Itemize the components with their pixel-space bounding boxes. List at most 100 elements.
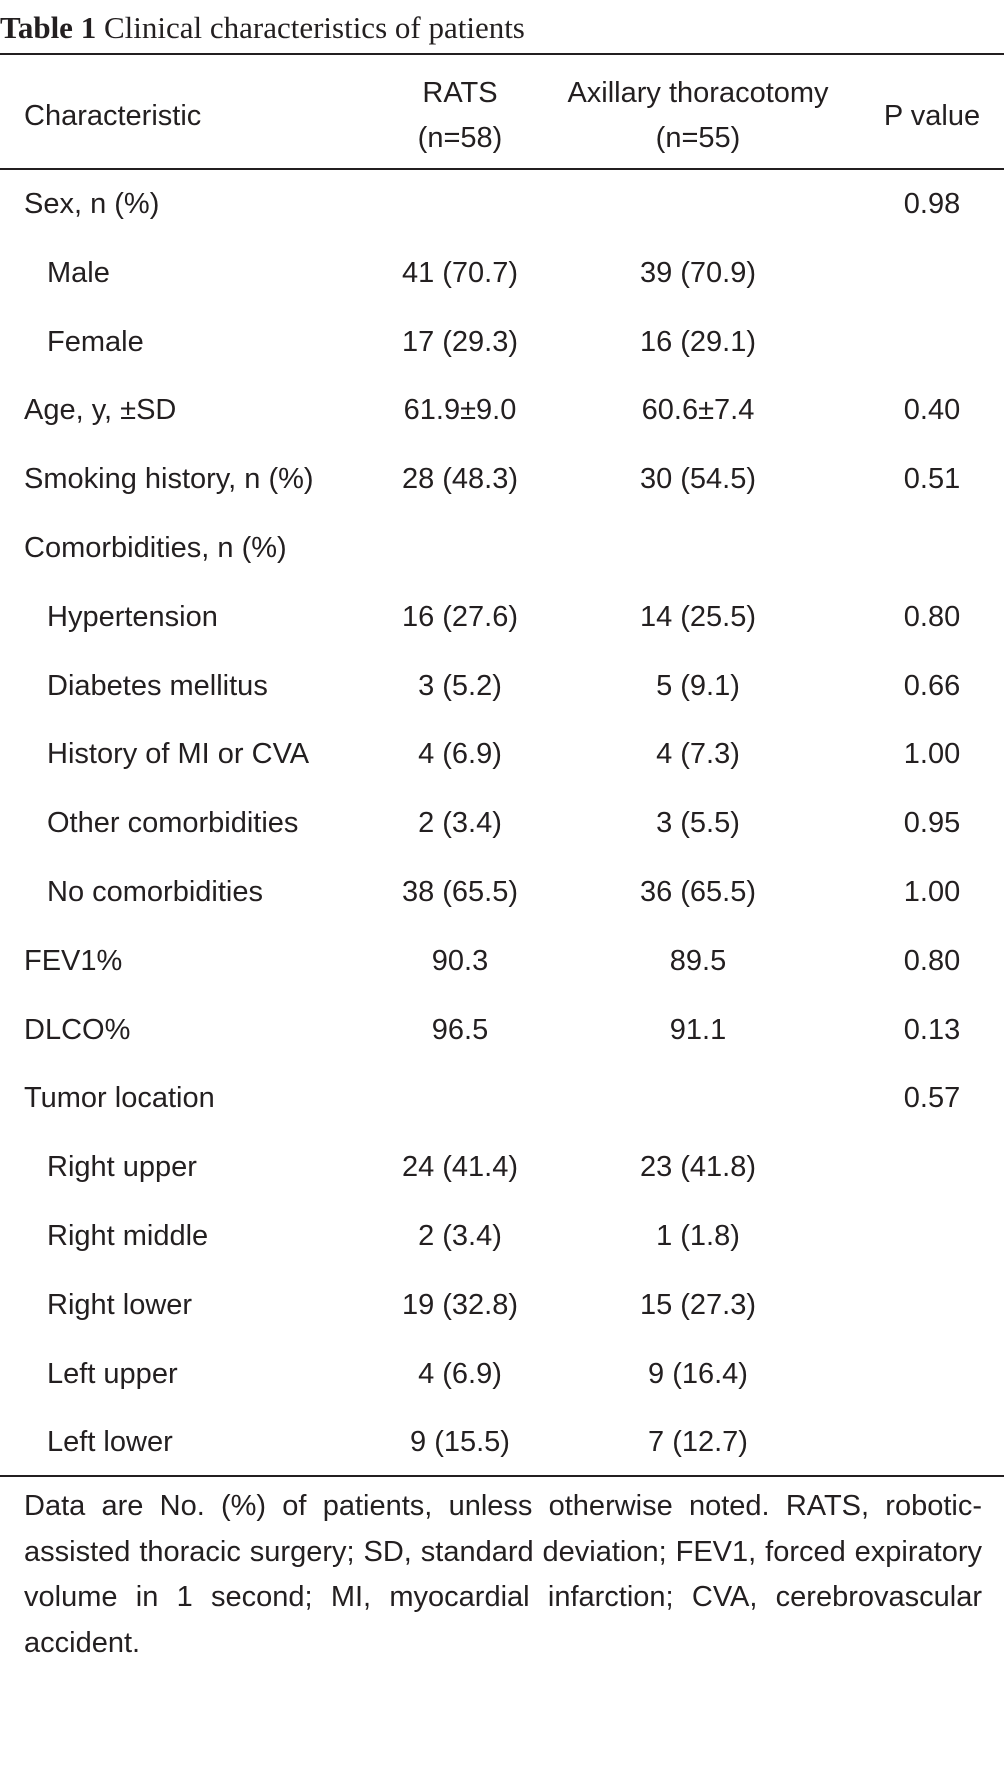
row-rats-value: 16 (27.6) — [401, 600, 519, 633]
table-row: History of MI or CVA 4 (6.9) 4 (7.3) 1.00 — [0, 720, 1004, 789]
row-characteristic: Female — [47, 325, 144, 358]
header-axillary-n: (n=55) — [655, 122, 741, 154]
row-p-value — [870, 239, 994, 308]
row-characteristic: Tumor location — [24, 1082, 215, 1115]
table-row: Comorbidities, n (%) — [0, 514, 1004, 583]
row-rats-value: 28 (48.3) — [401, 463, 519, 496]
row-p-value: 0.51 — [903, 463, 961, 496]
row-axillary-value: 60.6±7.4 — [641, 394, 755, 427]
row-p-value — [870, 1408, 994, 1477]
row-characteristic: Age, y, ±SD — [24, 394, 177, 427]
row-characteristic: Right lower — [47, 1288, 193, 1321]
header-rats-name: RATS — [422, 77, 498, 109]
row-p-value: 0.13 — [903, 1013, 961, 1046]
row-rats-value: 2 (3.4) — [418, 807, 502, 840]
row-axillary-value: 91.1 — [669, 1013, 727, 1046]
table-caption-text: Clinical characteristics of patients — [103, 10, 525, 45]
header-characteristic: Characteristic — [24, 99, 202, 132]
table-row: Left lower 9 (15.5) 7 (12.7) — [0, 1408, 1004, 1477]
row-characteristic: Right middle — [47, 1220, 209, 1252]
row-rats-value: 38 (65.5) — [401, 876, 519, 908]
top-rule — [0, 53, 1004, 55]
row-rats-value: 2 (3.4) — [418, 1220, 502, 1252]
row-p-value: 0.66 — [903, 669, 961, 702]
header-axillary-name: Axillary thoracotomy — [567, 77, 829, 109]
table-row: DLCO% 96.5 91.1 0.13 — [0, 996, 1004, 1065]
row-axillary-value: 36 (65.5) — [639, 876, 757, 908]
row-axillary-value: 30 (54.5) — [639, 463, 757, 496]
row-characteristic: Right upper — [47, 1151, 197, 1184]
row-axillary-value: 16 (29.1) — [639, 325, 757, 358]
row-axillary-value — [598, 514, 798, 583]
row-rats-value: 9 (15.5) — [410, 1426, 510, 1459]
table-row: FEV1% 90.3 89.5 0.80 — [0, 927, 1004, 996]
row-axillary-value: 5 (9.1) — [656, 669, 740, 702]
row-characteristic: Left upper — [47, 1357, 178, 1390]
row-characteristic: Sex, n (%) — [24, 188, 160, 220]
row-p-value: 0.95 — [903, 807, 961, 840]
row-axillary-value: 23 (41.8) — [639, 1151, 757, 1184]
row-characteristic: Comorbidities, n (%) — [24, 532, 287, 564]
row-axillary-value: 3 (5.5) — [656, 807, 740, 840]
row-axillary-value: 1 (1.8) — [656, 1220, 740, 1252]
table-footnote: Data are No. (%) of patients, unless oth… — [24, 1490, 982, 1659]
row-axillary-value: 9 (16.4) — [648, 1357, 748, 1390]
row-rats-value — [380, 514, 540, 583]
row-rats-value: 41 (70.7) — [401, 256, 519, 289]
row-rats-value: 17 (29.3) — [401, 325, 519, 358]
row-p-value — [870, 1271, 994, 1340]
table-caption: Table 1 Clinical characteristics of pati… — [0, 8, 1004, 48]
row-characteristic: Smoking history, n (%) — [24, 463, 314, 496]
row-p-value: 1.00 — [903, 738, 961, 771]
header-p-value: P value — [883, 99, 981, 132]
table-row: Smoking history, n (%) 28 (48.3) 30 (54.5)… — [0, 445, 1004, 514]
table-row: Right middle 2 (3.4) 1 (1.8) — [0, 1202, 1004, 1271]
row-characteristic: FEV1% — [24, 944, 123, 977]
table-row: Age, y, ±SD 61.9±9.0 60.6±7.4 0.40 — [0, 376, 1004, 445]
header-rats: RATS (n=58) — [380, 63, 540, 169]
row-p-value: 1.00 — [903, 876, 961, 908]
row-characteristic: DLCO% — [24, 1013, 131, 1046]
table-row: Female 17 (29.3) 16 (29.1) — [0, 308, 1004, 377]
row-characteristic: No comorbidities — [47, 876, 263, 908]
table-row: Diabetes mellitus 3 (5.2) 5 (9.1) 0.66 — [0, 652, 1004, 721]
table-row: No comorbidities 38 (65.5) 36 (65.5) 1.00 — [0, 858, 1004, 927]
row-axillary-value: 89.5 — [669, 944, 727, 977]
table-row: Tumor location 0.57 — [0, 1064, 1004, 1133]
row-p-value: 0.80 — [903, 944, 961, 977]
row-characteristic: History of MI or CVA — [47, 738, 310, 771]
row-characteristic: Male — [47, 256, 110, 289]
row-rats-value: 4 (6.9) — [418, 738, 502, 771]
row-p-value: 0.57 — [903, 1082, 961, 1115]
row-p-value: 0.80 — [903, 600, 961, 633]
row-axillary-value: 7 (12.7) — [648, 1426, 748, 1459]
row-p-value: 0.98 — [903, 188, 961, 220]
table-row: Male 41 (70.7) 39 (70.9) — [0, 239, 1004, 308]
row-axillary-value: 39 (70.9) — [639, 256, 757, 289]
row-rats-value — [380, 1064, 540, 1133]
row-p-value — [870, 1133, 994, 1202]
header-axillary: Axillary thoracotomy (n=55) — [538, 63, 858, 169]
row-axillary-value — [598, 1064, 798, 1133]
row-p-value: 0.40 — [903, 394, 961, 427]
row-characteristic: Left lower — [47, 1426, 173, 1459]
table-caption-label: Table 1 — [0, 10, 97, 45]
header-rats-n: (n=58) — [417, 122, 503, 154]
row-axillary-value: 15 (27.3) — [639, 1288, 757, 1321]
table-row: Right lower 19 (32.8) 15 (27.3) — [0, 1271, 1004, 1340]
row-rats-value: 96.5 — [431, 1013, 489, 1046]
row-p-value — [870, 1340, 994, 1409]
table-row: Sex, n (%) 0.98 — [0, 170, 1004, 239]
row-rats-value: 90.3 — [431, 944, 489, 977]
row-characteristic: Diabetes mellitus — [47, 669, 268, 702]
row-p-value — [870, 514, 994, 583]
row-axillary-value — [598, 170, 798, 239]
bottom-rule — [0, 1475, 1004, 1477]
table-row: Left upper 4 (6.9) 9 (16.4) — [0, 1340, 1004, 1409]
row-rats-value — [380, 170, 540, 239]
row-characteristic: Other comorbidities — [47, 807, 299, 840]
row-p-value — [870, 1202, 994, 1271]
row-axillary-value: 4 (7.3) — [656, 738, 740, 771]
row-rats-value: 61.9±9.0 — [403, 394, 517, 427]
